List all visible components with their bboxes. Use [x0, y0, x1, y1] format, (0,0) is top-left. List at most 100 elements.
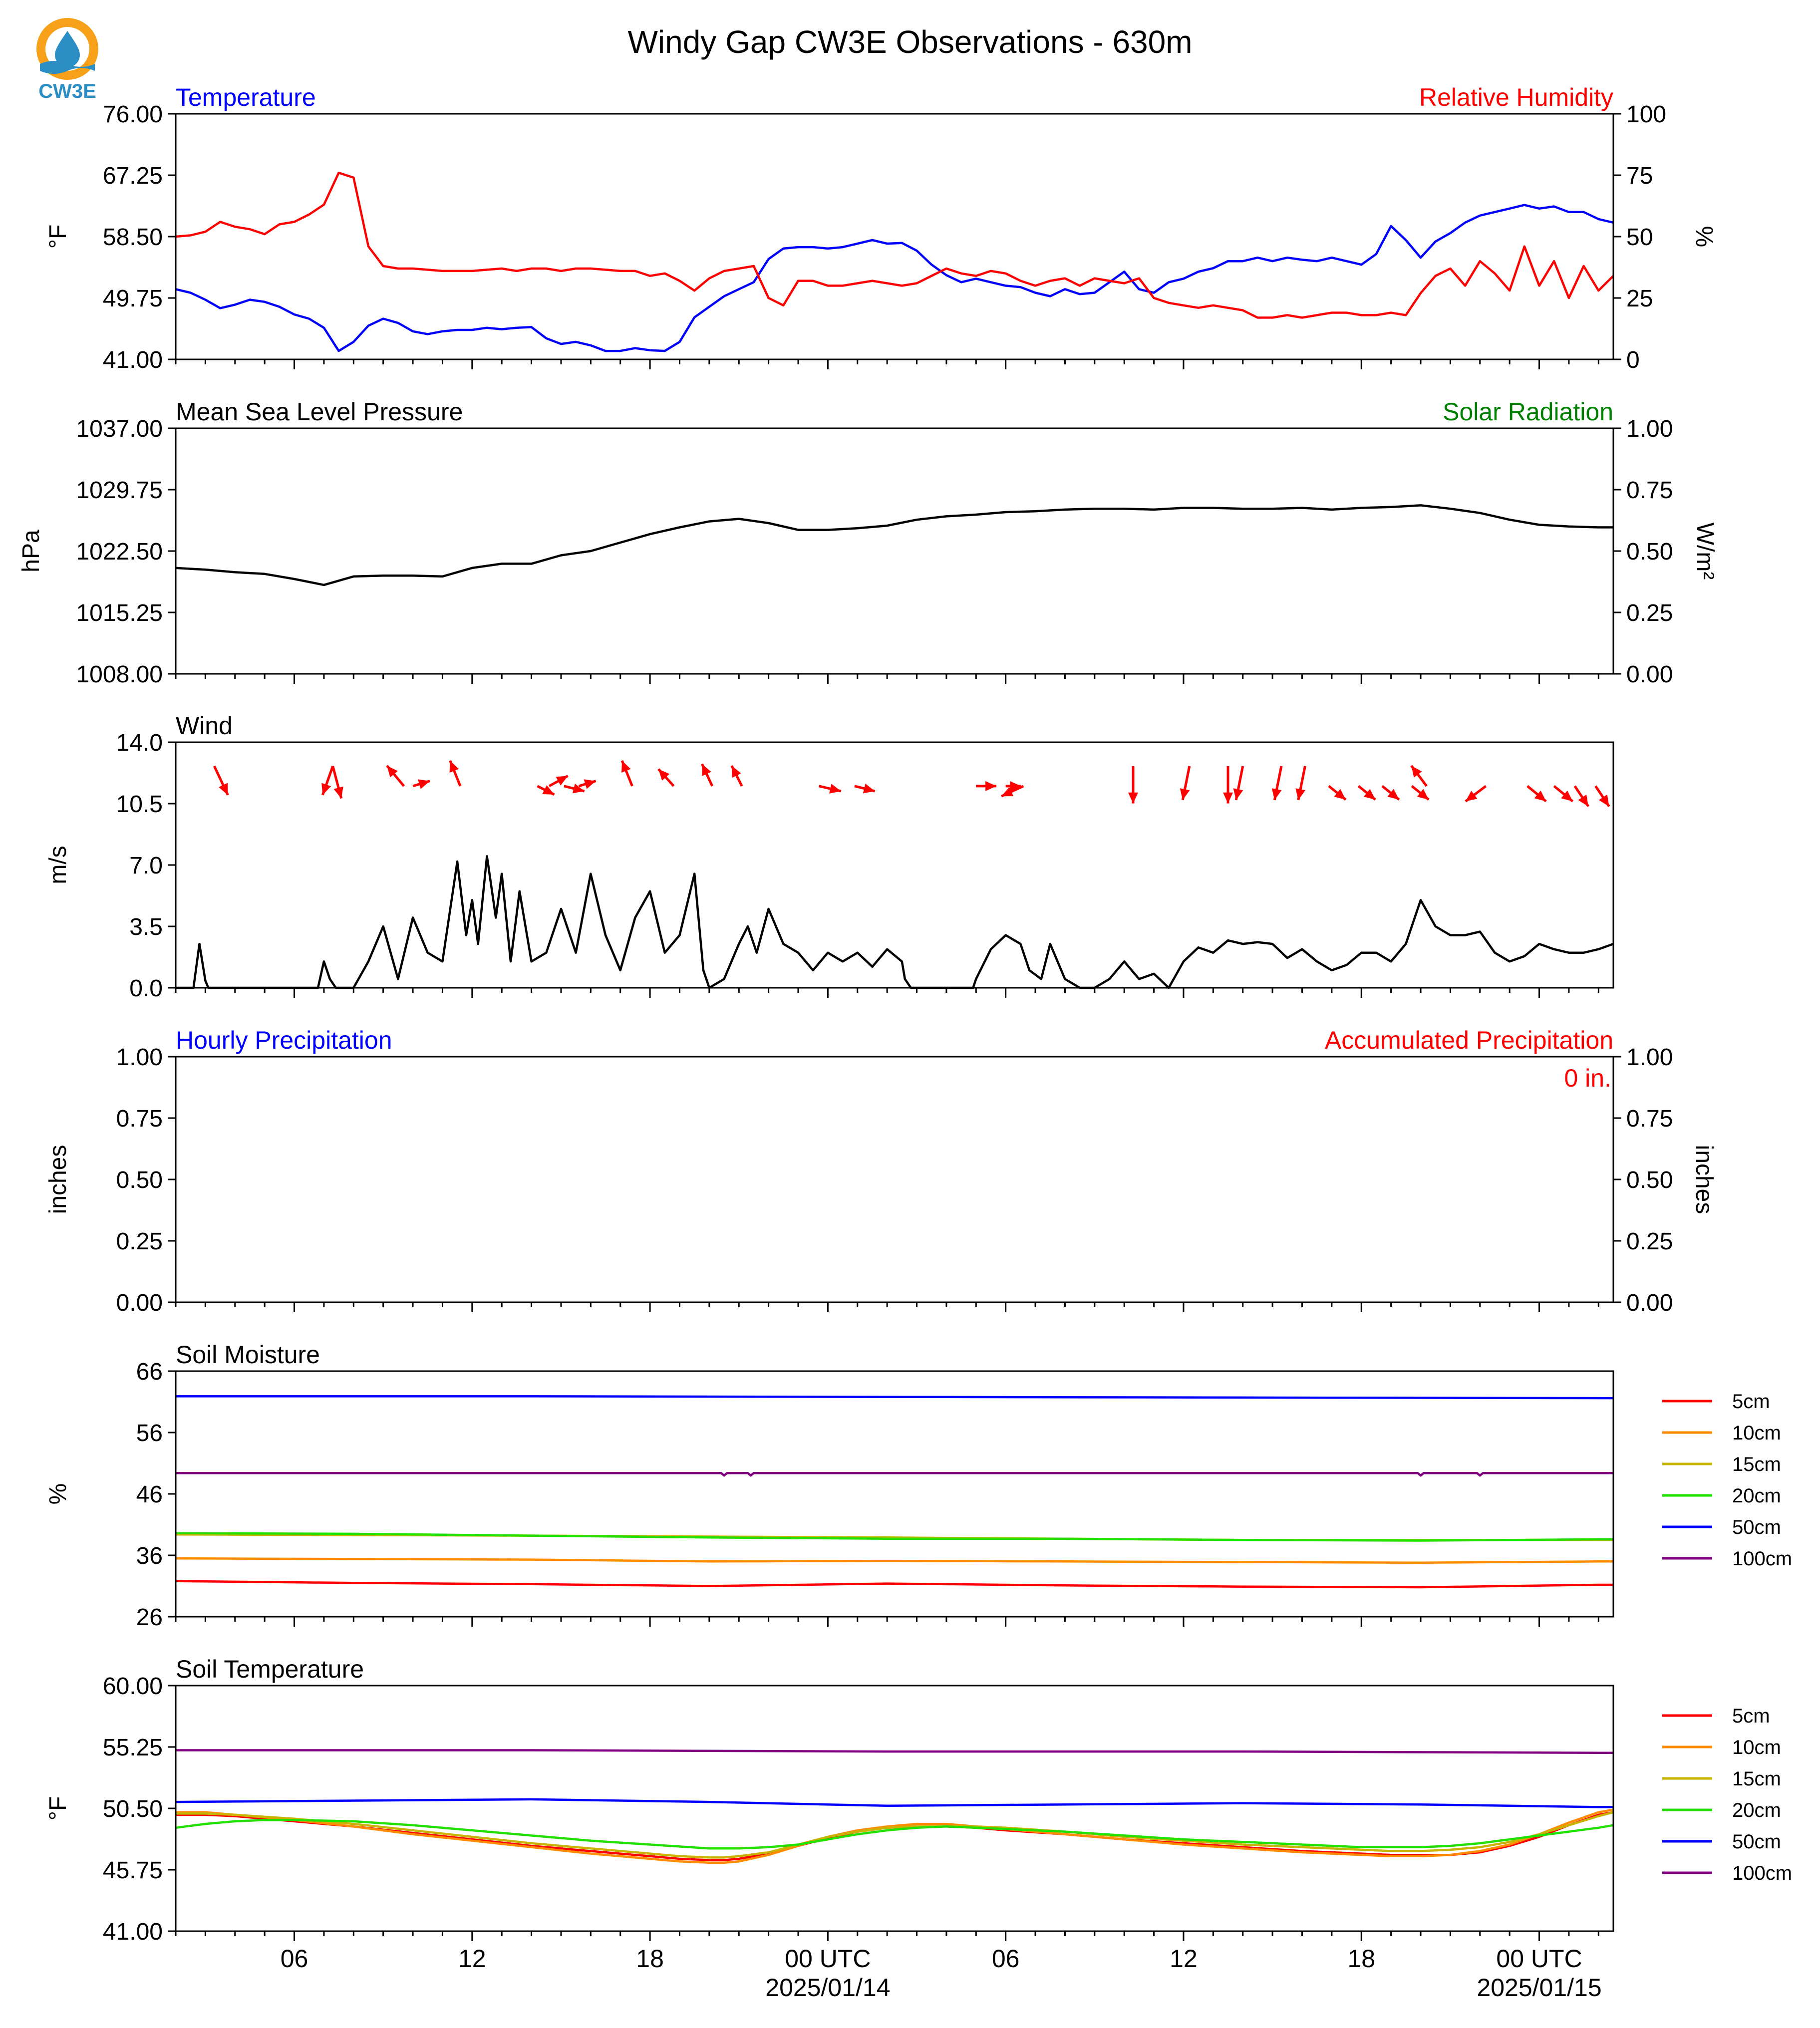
wind-arrow — [1553, 785, 1574, 803]
panel-frame — [175, 1370, 1614, 1618]
y2-tick-label: 0 — [1626, 347, 1640, 373]
x-date-label: 2025/01/15 — [1477, 1974, 1601, 2002]
series-line-20cm — [175, 1532, 1613, 1542]
panel-frame — [175, 1056, 1614, 1303]
wind-arrow-head — [449, 760, 459, 773]
wind-arrow — [620, 760, 633, 787]
wind-arrow-head — [542, 785, 555, 795]
series-line-temperature — [175, 204, 1614, 352]
legend-label: 15cm — [1732, 1768, 1781, 1790]
legend-label: 10cm — [1732, 1737, 1781, 1758]
x-tick-label: 12 — [458, 1945, 486, 1973]
legend-label: 20cm — [1732, 1799, 1781, 1821]
wind-arrow — [730, 765, 743, 787]
y-tick-label: 56 — [136, 1420, 163, 1447]
y-tick-label: 45.75 — [103, 1857, 163, 1884]
wind-arrow — [701, 763, 714, 787]
wind-arrow — [1295, 766, 1306, 801]
wind-arrow — [1223, 766, 1233, 804]
panel-frame — [175, 113, 1614, 360]
y-tick-label: 26 — [136, 1604, 163, 1631]
y-axis-label: inches — [45, 1145, 71, 1214]
y-tick-label: 1022.50 — [76, 539, 163, 565]
wind-arrow — [1180, 766, 1191, 801]
x-tick-label: 18 — [1347, 1945, 1375, 1973]
y-axis-label: °F — [45, 1796, 71, 1821]
y2-tick-label: 0.50 — [1626, 1167, 1673, 1193]
y-tick-label: 0.75 — [116, 1106, 163, 1132]
y-tick-label: 41.00 — [103, 1919, 163, 1945]
wind-arrow-head — [321, 783, 331, 795]
y-tick-label: 10.5 — [116, 791, 163, 818]
wind-arrow-head — [1387, 789, 1399, 800]
wind-arrow — [657, 768, 675, 787]
wind-arrow — [1411, 785, 1430, 801]
wind-arrow-head — [1417, 789, 1429, 800]
series-line-5cm — [176, 1811, 1614, 1861]
panel-title-right: Accumulated Precipitation — [1325, 1026, 1613, 1054]
wind-arrow-head — [658, 769, 670, 781]
panel-frame — [175, 1685, 1614, 1932]
panel-frame — [175, 741, 1614, 989]
wind-arrow-head — [1295, 788, 1305, 800]
y-tick-label: 0.25 — [116, 1228, 163, 1255]
y2-axis-label: inches — [1691, 1145, 1717, 1214]
y-tick-label: 1037.00 — [76, 416, 163, 442]
y-tick-label: 67.25 — [103, 163, 163, 189]
wind-arrow — [1001, 785, 1024, 798]
legend-label: 100cm — [1732, 1862, 1792, 1884]
wind-arrow-head — [572, 784, 585, 794]
panel-title-left: Hourly Precipitation — [176, 1026, 392, 1054]
y2-tick-label: 0.25 — [1626, 600, 1673, 626]
y2-axis-label: W/m² — [1692, 523, 1718, 580]
series-line-pressure — [175, 504, 1613, 586]
legend-label: 15cm — [1732, 1453, 1781, 1475]
wind-arrow-head — [219, 783, 228, 795]
panels: Temperature Relative Humidity 41.00 49.75 58… — [18, 83, 1792, 2002]
y-tick-label: 46 — [136, 1481, 163, 1508]
y-tick-label: 58.50 — [103, 224, 163, 251]
series-line-20cm — [175, 1819, 1614, 1850]
wind-arrow — [213, 765, 229, 796]
y-tick-label: 55.25 — [103, 1735, 163, 1761]
series-line-50cm — [175, 1798, 1613, 1808]
x-tick-label: 00 UTC — [785, 1945, 871, 1973]
y2-tick-label: 0.75 — [1626, 1106, 1673, 1132]
x-tick-label: 18 — [636, 1945, 664, 1973]
wind-arrow — [854, 784, 876, 794]
y-tick-label: 0.00 — [116, 1290, 163, 1316]
wind-arrow — [1328, 785, 1347, 801]
y-tick-label: 14.0 — [116, 730, 163, 756]
y2-tick-label: 100 — [1626, 101, 1666, 128]
wind-arrow — [564, 784, 585, 794]
wind-arrow — [449, 760, 462, 787]
y-tick-label: 0.0 — [129, 975, 163, 1002]
x-tick-label: 00 UTC — [1496, 1945, 1582, 1973]
wind-arrow-head — [985, 781, 997, 791]
y-tick-label: 1.00 — [116, 1044, 163, 1071]
y2-tick-label: 1.00 — [1626, 416, 1673, 442]
panel-wind: Wind 0.0 3.5 7.0 10.5 14.0 m/s — [45, 712, 1614, 1002]
wind-arrow-head — [1271, 788, 1282, 800]
wind-arrow-head — [863, 784, 875, 794]
wind-arrow — [1128, 766, 1138, 804]
y2-tick-label: 0.50 — [1626, 539, 1673, 565]
panel-title-right: Relative Humidity — [1419, 83, 1613, 111]
legend-label: 5cm — [1732, 1391, 1770, 1413]
series-line-100cm — [176, 1749, 1613, 1754]
legend-label: 50cm — [1732, 1831, 1781, 1853]
legend-label: 5cm — [1732, 1705, 1770, 1727]
panel-soil_moisture: Soil Moisture2636465666%5cm10cm15cm20cm5… — [45, 1341, 1792, 1631]
wind-arrow — [1005, 781, 1021, 791]
logo-wave-icon — [40, 61, 95, 74]
wind-arrow-head — [387, 766, 398, 778]
wind-arrow — [321, 766, 334, 796]
y2-tick-label: 0.75 — [1626, 477, 1673, 504]
panel-frame — [175, 427, 1614, 675]
series-line-humidity — [175, 171, 1614, 319]
wind-arrow-head — [1334, 789, 1346, 800]
y-tick-label: 7.0 — [129, 853, 163, 879]
wind-arrow-head — [1363, 789, 1376, 800]
logo-drop-icon — [55, 31, 80, 67]
series-line-100cm — [176, 1471, 1613, 1477]
